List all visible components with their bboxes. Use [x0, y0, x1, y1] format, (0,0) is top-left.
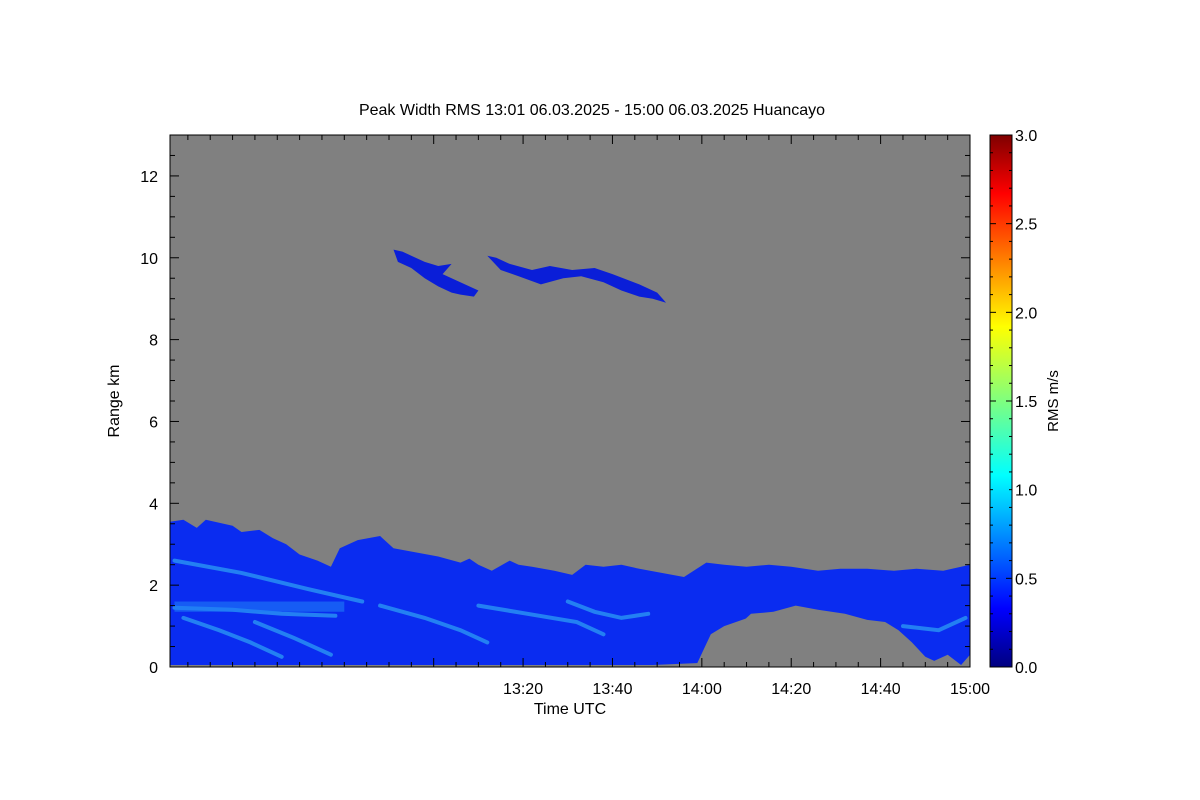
chart-title: Peak Width RMS 13:01 06.03.2025 - 15:00 … [359, 102, 825, 119]
turbulence-streaks [172, 558, 968, 659]
y-tick-label: 8 [149, 333, 158, 350]
cbar-tick-label: 2.5 [1015, 217, 1037, 234]
boundary-layer-echo [170, 519, 970, 665]
x-tick-label: 13:20 [503, 681, 543, 698]
cbar-tick-label: 1.5 [1015, 394, 1037, 411]
streak [181, 615, 284, 659]
streak [378, 603, 490, 645]
x-tick-label: 13:40 [592, 681, 632, 698]
colorbar-axis: 0.0 0.5 1.0 1.5 2.0 2.5 3.0 [990, 128, 1037, 677]
x-tick-label: 14:00 [682, 681, 722, 698]
y-axis-label: Range km [106, 365, 123, 438]
x-tick-label: 14:20 [771, 681, 811, 698]
streak [252, 620, 333, 657]
x-axis: 13:20 13:40 14:00 14:20 14:40 15:00 [187, 135, 990, 698]
y-tick-label: 4 [149, 496, 158, 513]
cbar-tick-label: 3.0 [1015, 128, 1037, 145]
y-tick-label: 12 [140, 169, 158, 186]
clear-gap-near-14-00 [697, 613, 921, 665]
colorbar-label: RMS m/s [1045, 370, 1062, 432]
y-tick-label: 0 [149, 660, 158, 677]
x-tick-label: 15:00 [950, 681, 990, 698]
streak [172, 558, 365, 604]
y-axis: 0 2 4 6 8 10 12 [140, 134, 970, 677]
cbar-tick-label: 0.0 [1015, 660, 1037, 677]
streak [901, 615, 968, 633]
streak [565, 599, 651, 620]
x-axis-label: Time UTC [534, 701, 606, 718]
y-tick-label: 10 [140, 251, 158, 268]
cbar-tick-label: 2.0 [1015, 305, 1037, 322]
cirrus-left [393, 249, 479, 297]
streak-band [174, 601, 345, 612]
y-tick-label: 6 [149, 414, 158, 431]
streak [476, 603, 606, 637]
cbar-tick-label: 0.5 [1015, 571, 1037, 588]
cbar-tick-label: 1.0 [1015, 483, 1037, 500]
x-tick-label: 14:40 [861, 681, 901, 698]
y-tick-label: 2 [149, 578, 158, 595]
echo-regions [170, 249, 970, 665]
